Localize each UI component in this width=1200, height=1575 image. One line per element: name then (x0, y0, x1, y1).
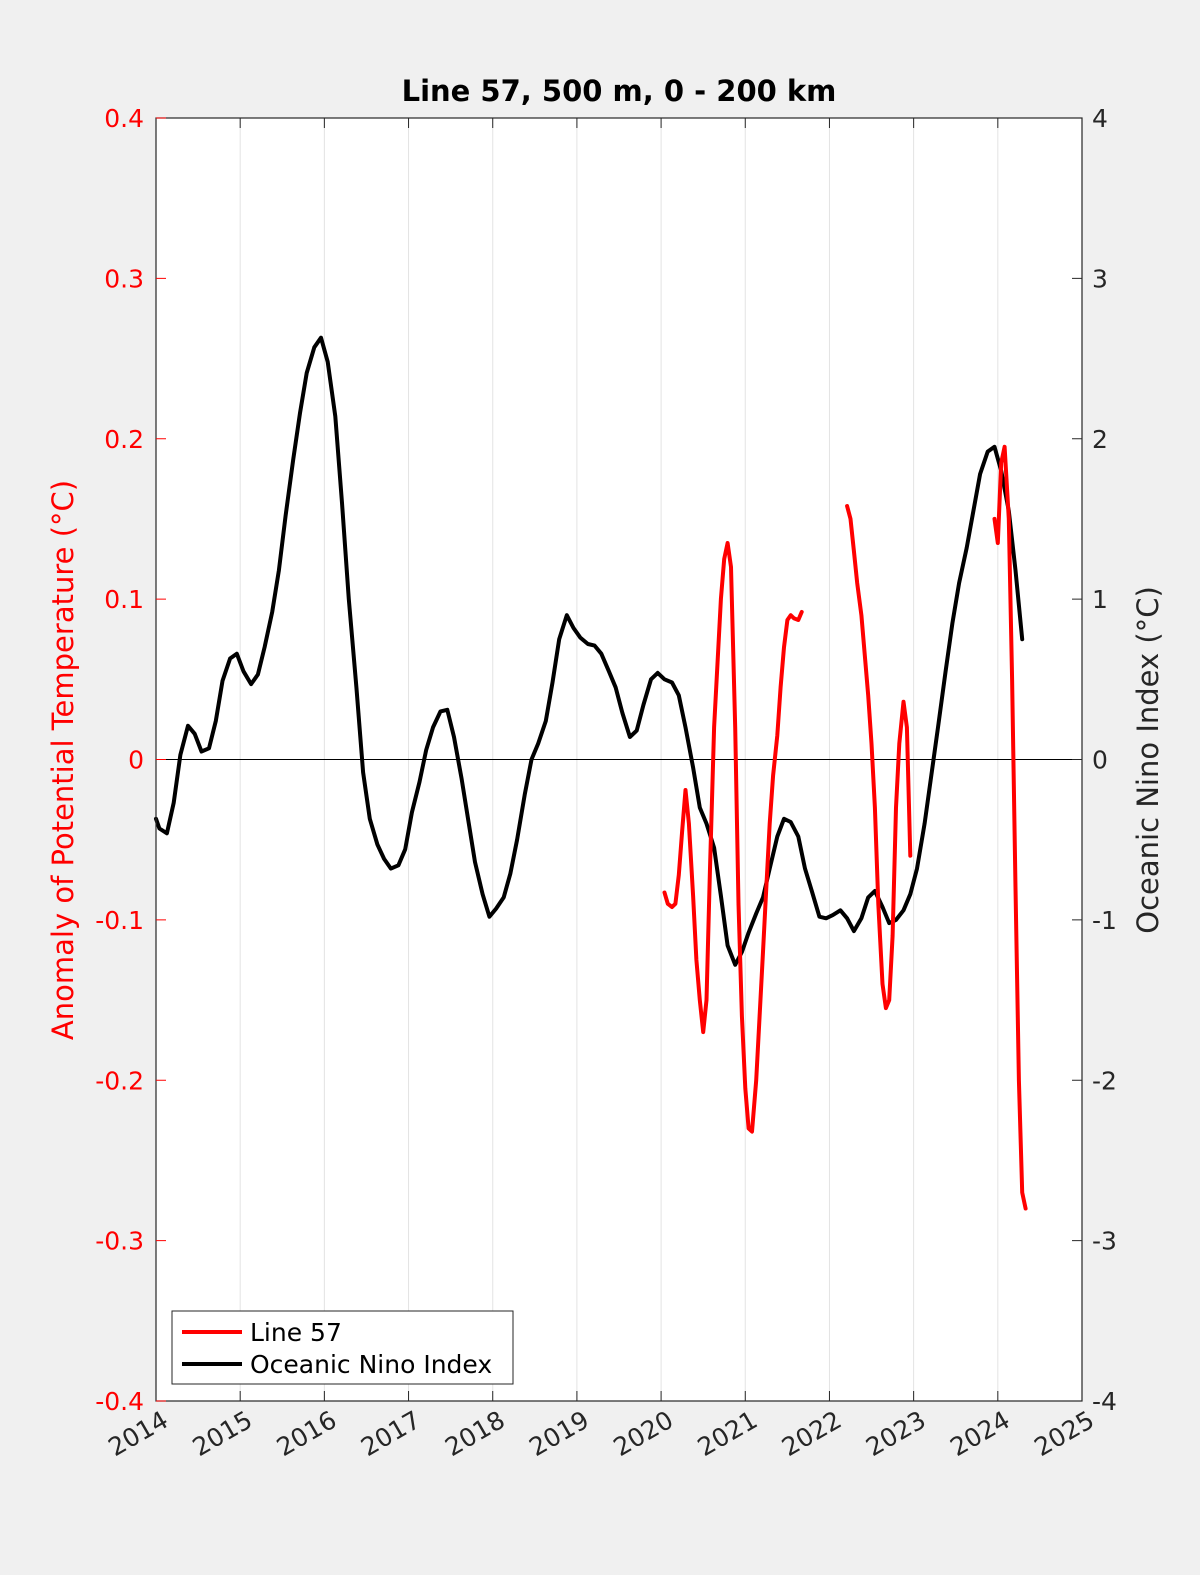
y-left-tick-label: 0.3 (104, 264, 144, 293)
y-left-tick-label: 0.2 (104, 425, 144, 454)
x-tick-label: 2018 (440, 1405, 510, 1462)
y-left-tick-label: -0.1 (95, 906, 144, 935)
y-right-tick-label: 4 (1092, 104, 1108, 133)
y-right-tick-label: -3 (1092, 1227, 1117, 1256)
y-left-tick-label: -0.3 (95, 1227, 144, 1256)
x-tick-label: 2022 (777, 1405, 847, 1462)
axis-ticks: 2 0 1 4 2015 2016 2017 2018 2019 2020 2021 2022 2023… (95, 104, 1117, 1462)
series-line-line-57 (992, 444, 1028, 1211)
x-tick-label: 2024 (945, 1405, 1015, 1462)
left-axis-label: Anomaly of Potential Temperature (°C) (46, 480, 80, 1040)
y-left-tick-label: -0.4 (95, 1387, 144, 1416)
y-right-tick-label: -4 (1092, 1387, 1117, 1416)
x-tick-label: 2020 (608, 1405, 678, 1462)
y-left-tick-label: -0.2 (95, 1066, 144, 1095)
series-lines (154, 335, 1028, 1211)
series-line-line-57 (845, 504, 913, 1011)
x-tick-label: 2025 (1029, 1405, 1099, 1462)
x-tick-label: 2019 (524, 1405, 594, 1462)
x-tick-label: 2015 (188, 1405, 258, 1462)
legend-oni-label: Oceanic Nino Index (250, 1350, 492, 1379)
y-left-tick-label: 0.4 (104, 104, 144, 133)
y-right-tick-label: 0 (1092, 746, 1108, 775)
y-right-tick-label: -2 (1092, 1066, 1117, 1095)
legend-line57-label: Line 57 (250, 1318, 342, 1347)
y-right-tick-label: -1 (1092, 906, 1117, 935)
x-tick-label: 2021 (693, 1405, 763, 1462)
legend: Line 57 Oceanic Nino Index (171, 1310, 514, 1385)
x-tick-label: 2023 (861, 1405, 931, 1462)
y-right-tick-label: 2 (1092, 425, 1108, 454)
legend-box (171, 1310, 514, 1385)
y-right-tick-label: 1 (1092, 585, 1108, 614)
y-left-tick-label: 0 (128, 746, 144, 775)
x-tick-label: 2016 (272, 1405, 342, 1462)
series-line-line-57 (662, 541, 804, 1134)
y-right-tick-label: 3 (1092, 264, 1108, 293)
right-axis-label: Oceanic Nino Index (°C) (1131, 586, 1165, 934)
chart-title: Line 57, 500 m, 0 - 200 km (402, 74, 837, 108)
x-tick-label: 2017 (356, 1405, 426, 1462)
y-left-tick-label: 0.1 (104, 585, 144, 614)
